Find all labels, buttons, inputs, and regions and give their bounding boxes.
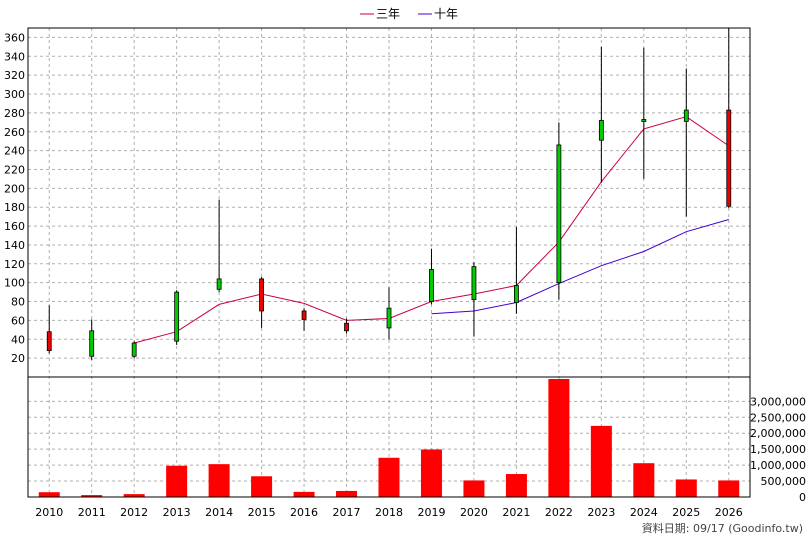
- series-line-1: [431, 219, 729, 315]
- price-tick-label: 180: [4, 201, 25, 214]
- candle-body: [301, 310, 307, 320]
- candle-body: [46, 331, 52, 351]
- volume-bar: [463, 480, 485, 497]
- candle-body: [429, 269, 434, 302]
- x-tick-label: 2025: [672, 506, 700, 519]
- x-tick-label: 2011: [78, 506, 106, 519]
- price-grid: [28, 28, 750, 497]
- x-tick-label: 2026: [715, 506, 743, 519]
- price-tick-label: 360: [4, 31, 25, 44]
- price-tick-label: 80: [11, 296, 25, 309]
- x-tick-label: 2017: [333, 506, 361, 519]
- x-tick-label: 2019: [417, 506, 445, 519]
- volume-bar: [378, 457, 400, 497]
- candle-body: [556, 144, 562, 284]
- price-tick-label: 100: [4, 277, 25, 290]
- price-tick-label: 340: [4, 50, 25, 63]
- candle-body: [344, 322, 349, 332]
- volume-panel-frame: [27, 376, 751, 498]
- volume-bar: [38, 492, 60, 497]
- candle-body: [259, 278, 264, 312]
- price-tick-label: 260: [4, 126, 25, 139]
- volume-tick-label: 0: [799, 491, 806, 504]
- volume-bar: [293, 491, 315, 497]
- x-tick-label: 2014: [205, 506, 233, 519]
- price-tick-label: 120: [4, 258, 25, 271]
- volume-bar: [251, 476, 273, 497]
- legend-label: 十年: [434, 7, 458, 21]
- volume-bar: [336, 490, 358, 497]
- candle-body: [598, 120, 604, 141]
- volume-tick-label: 2,500,000: [750, 411, 806, 424]
- x-tick-label: 2015: [248, 506, 276, 519]
- price-tick-label: 300: [4, 88, 25, 101]
- volume-tick-label: 3,000,000: [750, 395, 806, 408]
- price-tick-label: 60: [11, 314, 25, 327]
- price-tick-label: 280: [4, 107, 25, 120]
- axis-labels: 20 40 60 80 100 120 140 160 180 200 220 240 260 280 30…: [4, 31, 806, 519]
- volume-tick-label: 1,000,000: [750, 459, 806, 472]
- volume-tick-label: 1,500,000: [750, 443, 806, 456]
- volume-bar: [718, 480, 740, 497]
- candle-body: [683, 109, 689, 122]
- x-tick-label: 2013: [163, 506, 191, 519]
- x-tick-label: 2021: [502, 506, 530, 519]
- candle-body: [216, 278, 222, 290]
- price-tick-label: 200: [4, 182, 25, 195]
- price-tick-label: 220: [4, 163, 25, 176]
- volume-tick-label: 500,000: [761, 475, 807, 488]
- candle-body: [641, 119, 647, 122]
- legend: 三年 十年: [360, 7, 458, 21]
- x-tick-label: 2024: [630, 506, 658, 519]
- volume-tick-label: 2,000,000: [750, 427, 806, 440]
- price-tick-label: 160: [4, 220, 25, 233]
- candle-body: [471, 266, 477, 301]
- candlesticks: [46, 28, 732, 361]
- legend-label: 三年: [376, 7, 400, 21]
- x-tick-label: 2020: [460, 506, 488, 519]
- candle-body: [174, 291, 180, 342]
- volume-bar: [166, 465, 188, 497]
- x-tick-label: 2010: [35, 506, 63, 519]
- x-tick-label: 2023: [587, 506, 615, 519]
- volume-bars: [38, 379, 740, 497]
- candle-body: [514, 285, 519, 303]
- x-tick-label: 2016: [290, 506, 318, 519]
- candle-body: [386, 307, 392, 329]
- x-tick-label: 2012: [120, 506, 148, 519]
- x-tick-label: 2018: [375, 506, 403, 519]
- source-note: 資料日期: 09/17 (Goodinfo.tw): [642, 521, 803, 535]
- volume-bar: [590, 425, 612, 497]
- price-tick-label: 320: [4, 69, 25, 82]
- price-tick-label: 140: [4, 239, 25, 252]
- plot-frames: [27, 27, 751, 498]
- volume-bar: [81, 495, 103, 497]
- price-tick-label: 240: [4, 145, 25, 158]
- volume-bar: [505, 474, 527, 497]
- volume-bar: [675, 479, 697, 497]
- x-tick-label: 2022: [545, 506, 573, 519]
- volume-bar: [420, 449, 442, 497]
- candle-body: [89, 330, 95, 357]
- candle-body: [726, 109, 732, 207]
- volume-bar: [208, 464, 230, 497]
- volume-bar: [123, 494, 145, 497]
- volume-bar: [548, 379, 570, 497]
- price-tick-label: 20: [11, 352, 25, 365]
- price-tick-label: 40: [11, 333, 25, 346]
- candle-body: [131, 342, 137, 357]
- volume-bar: [633, 463, 655, 497]
